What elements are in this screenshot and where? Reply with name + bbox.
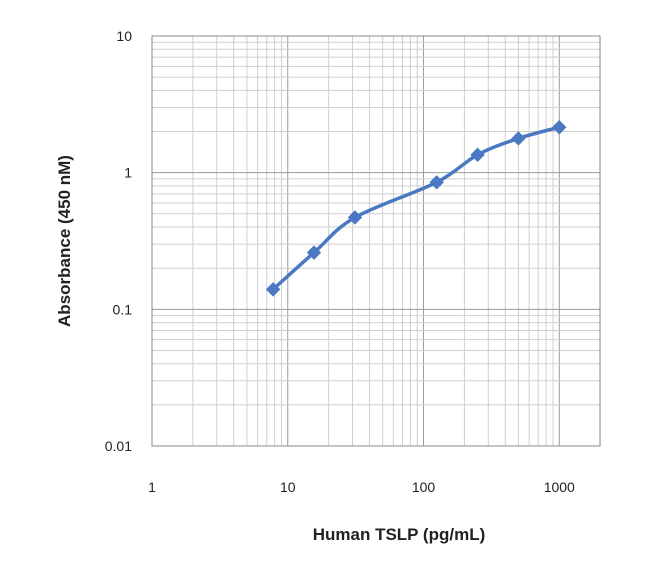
x-tick-label: 1	[148, 479, 156, 495]
data-point-marker	[470, 147, 485, 163]
y-axis-title: Absorbance (450 nM)	[55, 155, 74, 327]
y-tick-labels: 10 1 0.1 0.01	[105, 28, 132, 454]
data-point-marker	[306, 245, 322, 260]
data-point-marker	[511, 131, 526, 146]
series-layer	[265, 120, 567, 297]
data-point-marker	[265, 282, 281, 297]
data-point-marker	[552, 120, 567, 135]
x-tick-label: 100	[412, 479, 436, 495]
x-tick-label: 10	[280, 479, 296, 495]
grid	[151, 35, 601, 447]
data-point-marker	[429, 175, 444, 190]
x-axis-title: Human TSLP (pg/mL)	[313, 525, 486, 544]
y-tick-label: 10	[116, 28, 132, 44]
plot-frame	[151, 35, 601, 447]
y-tick-label: 0.1	[113, 301, 133, 317]
y-tick-label: 0.01	[105, 438, 132, 454]
x-tick-labels: 1 10 100 1000	[148, 479, 575, 495]
y-tick-label: 1	[124, 165, 132, 181]
x-tick-label: 1000	[544, 479, 575, 495]
data-point-marker	[347, 210, 363, 225]
